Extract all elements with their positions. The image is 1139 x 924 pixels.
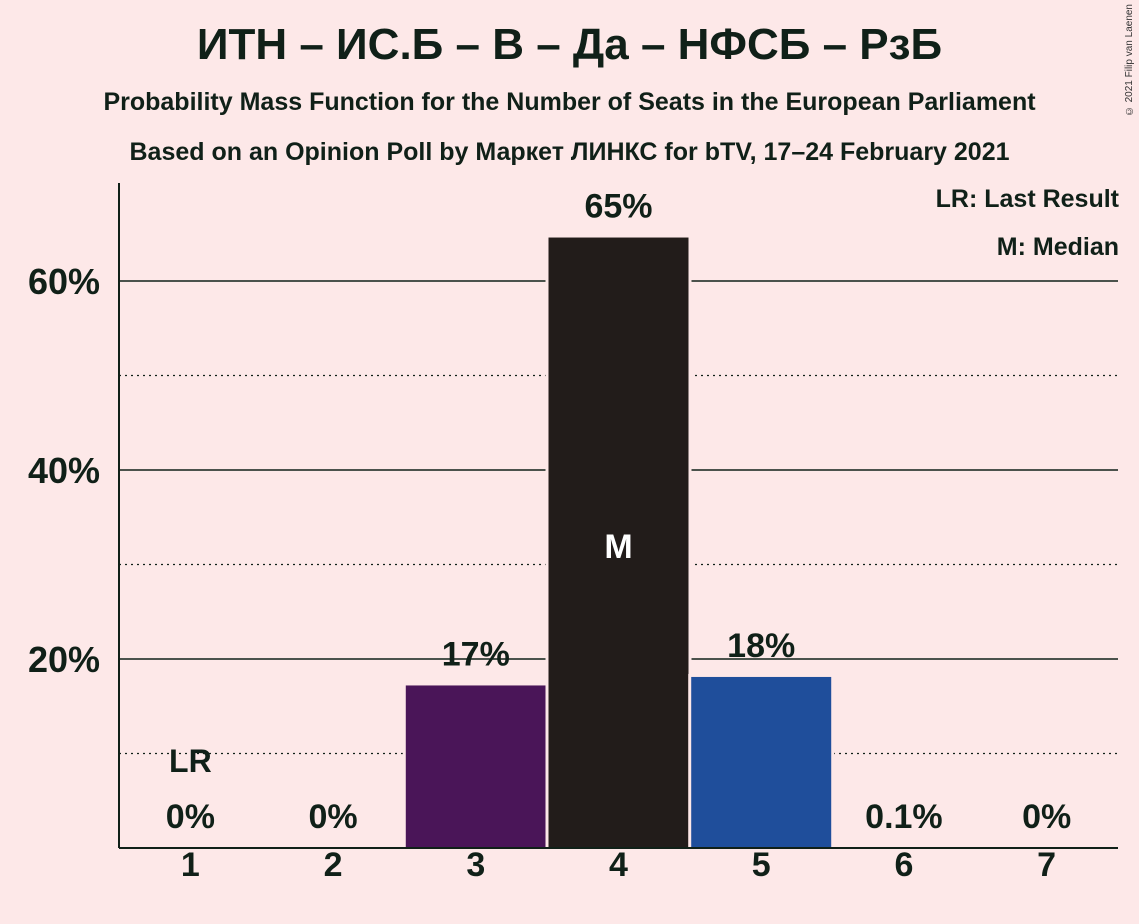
bar	[405, 685, 546, 848]
bar	[691, 676, 832, 848]
y-tick-label: 20%	[28, 639, 100, 680]
last-result-marker: LR	[169, 743, 212, 779]
median-marker: M	[604, 528, 632, 566]
x-tick-label: 2	[324, 846, 343, 884]
x-tick-label: 6	[894, 846, 913, 884]
x-tick-label: 5	[752, 846, 771, 884]
bar-value-label: 18%	[727, 627, 795, 665]
y-tick-label: 40%	[28, 450, 100, 491]
bar-value-label: 65%	[584, 188, 652, 226]
x-tick-label: 4	[609, 846, 628, 884]
chart-source: Based on an Opinion Poll by Маркет ЛИНКС…	[129, 138, 1010, 166]
bar-value-label: 0%	[309, 798, 358, 836]
x-tick-label: 1	[181, 846, 200, 884]
bar-value-label: 0%	[1022, 798, 1071, 836]
chart-subtitle: Probability Mass Function for the Number…	[103, 88, 1036, 116]
x-tick-label: 3	[466, 846, 485, 884]
x-tick-label: 7	[1037, 846, 1056, 884]
bar-value-label: 0%	[166, 798, 215, 836]
bar-value-label: 0.1%	[865, 798, 943, 836]
legend-median: M: Median	[996, 233, 1119, 261]
bar	[548, 237, 689, 848]
chart-title: ИТН – ИС.Б – В – Да – НФСБ – РзБ	[196, 20, 943, 69]
bar-value-label: 17%	[442, 635, 510, 673]
y-tick-label: 60%	[28, 261, 100, 302]
legend-last-result: LR: Last Result	[935, 185, 1119, 213]
